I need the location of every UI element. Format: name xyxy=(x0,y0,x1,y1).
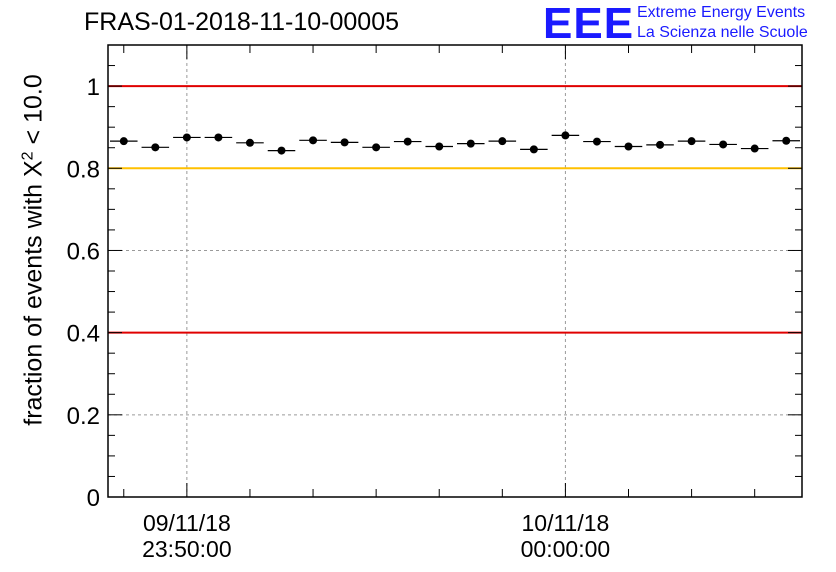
logo-line-2: La Scienza nelle Scuole xyxy=(637,24,808,41)
x-tick-time: 00:00:00 xyxy=(520,536,611,562)
plot-frame xyxy=(107,44,803,498)
data-point xyxy=(309,136,318,145)
eee-logo-mark: EEE xyxy=(543,0,635,48)
x-tick-time: 23:50:00 xyxy=(142,536,232,562)
y-tick-label: 1 xyxy=(87,74,100,101)
data-point xyxy=(624,142,633,151)
x-tick-date: 09/11/18 xyxy=(142,510,231,536)
data-point xyxy=(340,138,349,147)
logo-line-1: Extreme Energy Events xyxy=(637,4,806,21)
y-tick-label: 0.6 xyxy=(67,238,100,265)
data-point xyxy=(466,139,475,148)
x-tick-label: 10/11/18 00:00:00 xyxy=(505,510,625,562)
data-point xyxy=(561,131,570,140)
y-tick-label: 0.8 xyxy=(67,156,100,183)
data-point xyxy=(435,142,444,151)
data-point xyxy=(750,144,759,153)
data-point xyxy=(687,137,696,146)
chart-title: FRAS-01-2018-11-10-00005 xyxy=(84,8,400,36)
data-point xyxy=(277,146,286,155)
data-point xyxy=(656,140,665,149)
data-point xyxy=(151,143,160,152)
data-point xyxy=(498,137,507,146)
data-point xyxy=(529,145,538,154)
data-point xyxy=(403,137,412,146)
x-tick-date: 10/11/18 xyxy=(521,510,610,536)
y-tick-label: 0.4 xyxy=(67,321,100,348)
data-point xyxy=(719,140,728,149)
x-tick-label: 09/11/18 23:50:00 xyxy=(127,510,247,562)
data-point xyxy=(182,133,191,142)
y-axis-label: fraction of events with X2 < 10.0 xyxy=(19,74,48,426)
data-point xyxy=(119,137,128,146)
y-tick-label: 0.2 xyxy=(67,403,100,430)
data-point xyxy=(592,137,601,146)
data-point xyxy=(372,143,381,152)
data-point xyxy=(214,133,223,142)
data-point xyxy=(782,136,791,145)
y-tick-label: 0 xyxy=(87,485,100,512)
data-point xyxy=(245,138,254,147)
